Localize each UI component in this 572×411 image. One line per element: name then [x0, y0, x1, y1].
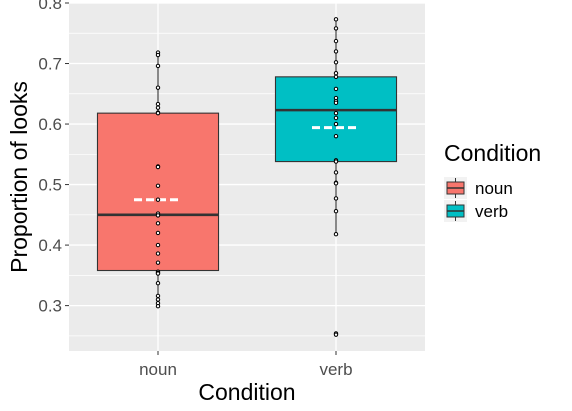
data-point-verb — [333, 208, 339, 214]
data-point-verb — [333, 133, 339, 139]
x-tick-label: verb — [319, 360, 352, 379]
data-point-noun — [155, 105, 161, 110]
data-point-noun — [155, 260, 161, 265]
y-tick-label: 0.4 — [38, 236, 62, 255]
data-point-noun — [155, 293, 161, 299]
data-point-verb — [333, 115, 339, 121]
data-point-noun — [155, 304, 161, 309]
data-point-verb — [333, 181, 339, 186]
data-point-noun — [155, 221, 161, 226]
y-tick-label: 0.8 — [38, 0, 62, 13]
data-point-noun — [155, 101, 161, 107]
data-point-noun — [155, 297, 161, 302]
axis-layer: 0.3 0.4 0.5 0.6 0.7 0.8 noun verb — [38, 0, 352, 379]
data-point-noun — [155, 52, 161, 58]
data-point-verb — [333, 159, 339, 164]
data-point-verb — [333, 110, 339, 116]
legend-title: Condition — [444, 140, 541, 166]
data-point-verb — [333, 332, 339, 337]
data-point-noun — [155, 242, 161, 248]
data-point-noun — [155, 271, 161, 276]
data-point-noun — [155, 230, 161, 236]
data-point-verb — [333, 60, 339, 65]
legend-entry-verb: verb — [444, 200, 508, 222]
data-point-verb — [333, 26, 339, 31]
y-tick-label: 0.3 — [38, 297, 62, 316]
y-tick-label: 0.6 — [38, 115, 62, 134]
data-point-verb — [333, 170, 339, 175]
data-point-verb — [333, 196, 339, 201]
y-axis-title: Proportion of looks — [6, 81, 32, 273]
data-point-verb — [333, 49, 339, 54]
legend-label-noun: noun — [475, 179, 513, 198]
data-point-verb — [333, 17, 339, 22]
data-point-noun — [155, 183, 161, 188]
data-point-verb — [333, 86, 339, 92]
legend-label-verb: verb — [475, 202, 508, 221]
legend-entry-noun: noun — [444, 177, 513, 199]
data-point-verb — [333, 71, 339, 76]
data-point-verb — [333, 231, 339, 237]
data-point-noun — [155, 63, 161, 69]
y-tick-label: 0.5 — [38, 176, 62, 195]
data-point-noun — [155, 164, 161, 170]
x-tick-label: noun — [139, 360, 177, 379]
data-point-noun — [155, 110, 161, 116]
point-layer — [155, 17, 339, 337]
legend: Condition noun verb — [444, 140, 541, 222]
data-point-noun — [155, 213, 161, 218]
data-point-noun — [155, 281, 161, 286]
legend-entries: noun verb — [444, 177, 513, 222]
data-point-verb — [333, 74, 339, 80]
data-point-noun — [155, 251, 161, 256]
data-point-verb — [333, 100, 339, 106]
data-point-noun — [155, 85, 161, 90]
data-point-verb — [333, 121, 339, 127]
y-tick-label: 0.7 — [38, 55, 62, 74]
data-point-noun — [155, 197, 161, 202]
x-axis-title: Condition — [198, 379, 295, 405]
data-point-verb — [333, 38, 339, 44]
